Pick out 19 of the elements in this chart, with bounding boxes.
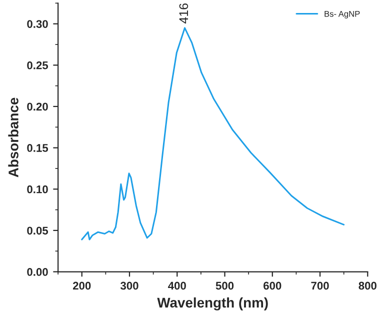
y-tick-label: 0.30 [27,20,48,28]
line-series [81,27,345,240]
y-tick-label: 0.05 [27,226,48,235]
y-tick-label: 0.00 [27,268,48,276]
x-tick-label: 800 [358,282,376,290]
x-tick-label: 400 [168,282,186,290]
x-tick-label: 200 [72,282,91,290]
y-tick-label: 0.15 [27,144,48,152]
legend-label: Bs- AgNP [324,10,360,18]
y-tick-label: 0.20 [27,102,48,111]
y-tick-label: 0.25 [27,61,48,70]
x-tick-label: 300 [120,282,138,290]
x-axis-title: Wavelength (nm) [157,297,268,310]
annotation: 416 [179,3,188,24]
x-tick-label: 600 [264,282,282,290]
x-tick-label: 700 [311,282,329,290]
x-tick-label: 500 [216,282,234,290]
y-axis-title: Absorbance [8,98,18,178]
y-tick-label: 0.10 [27,185,48,194]
